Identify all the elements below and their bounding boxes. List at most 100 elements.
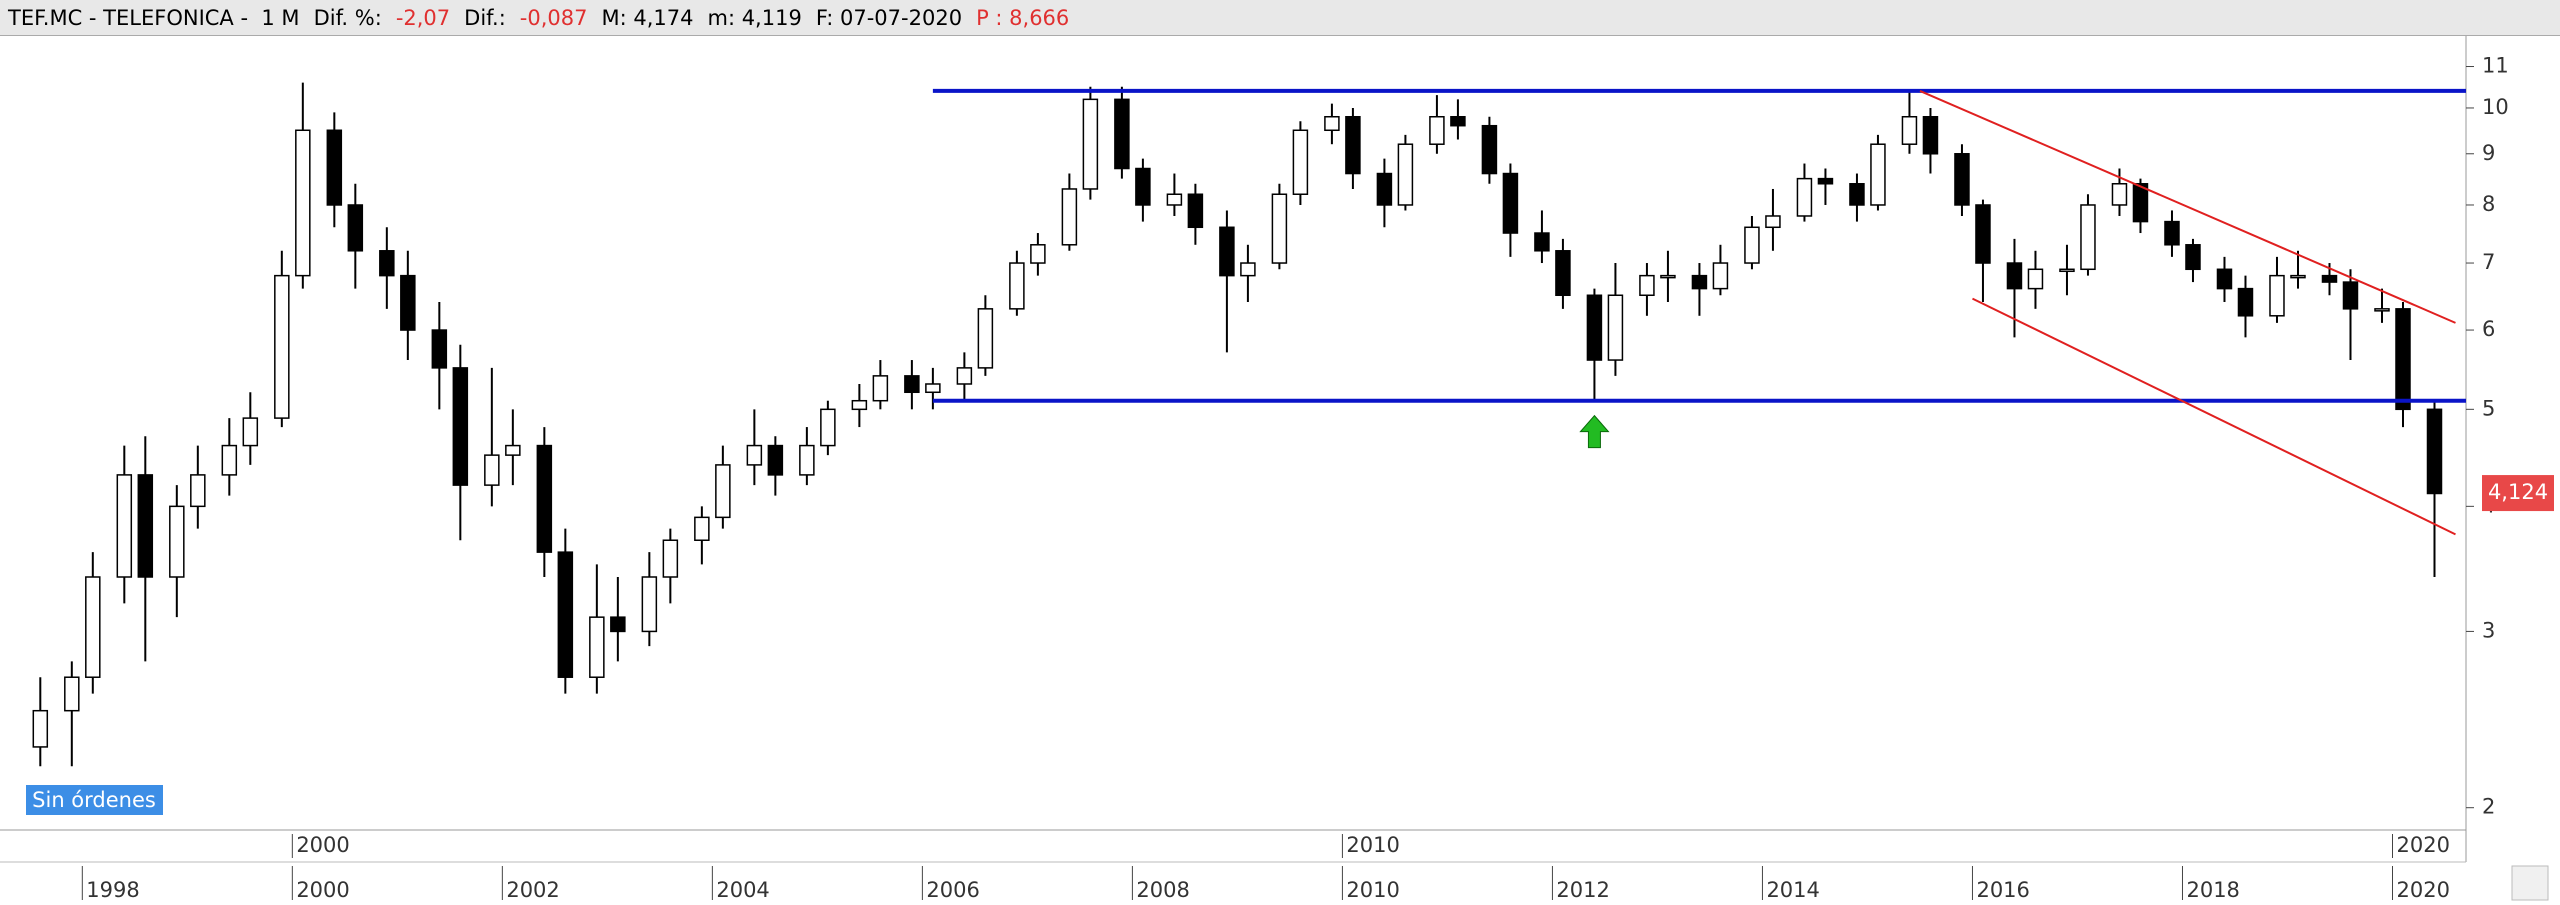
candle-body (484, 454, 500, 486)
candle-body (2374, 308, 2390, 312)
candle-body (851, 399, 868, 411)
candle-body (1376, 172, 1393, 206)
candle-body (347, 204, 364, 252)
candle-body (2111, 183, 2128, 206)
candle-body (1607, 294, 1624, 361)
candle-body (662, 539, 679, 578)
candle-body (1082, 98, 1099, 190)
header-field: TEF.MC - TELEFONICA - 1 M (8, 5, 300, 30)
candle-body (1691, 274, 1708, 290)
y-tick-label: 8 (2482, 192, 2495, 216)
candle-body (1429, 115, 1445, 145)
candle-body (1796, 177, 1813, 217)
candle-body (1502, 172, 1519, 234)
candle-body (1555, 250, 1571, 297)
header-field: -2,07 (395, 5, 451, 30)
candle-body (536, 444, 553, 553)
candle-body (1009, 262, 1025, 310)
last-price-box (2482, 475, 2554, 512)
candle-body (274, 274, 290, 419)
candle-body (137, 474, 154, 578)
candle-body (1292, 129, 1309, 195)
candle-body (1345, 115, 1361, 175)
candle-body (1240, 262, 1256, 277)
x-major-tick-label: 2020 (2396, 833, 2449, 857)
candle-body (379, 250, 395, 277)
candle-body (1271, 193, 1288, 264)
candle-body (2059, 268, 2075, 273)
candle-body (1114, 98, 1130, 170)
x-tick-label: 2002 (506, 878, 559, 902)
candle-body (85, 576, 101, 678)
candle-body (872, 375, 889, 402)
candle-body (32, 709, 49, 748)
candle-body (904, 375, 920, 394)
candle-body (2269, 274, 2285, 317)
candle-body (2237, 287, 2254, 317)
trend-line (1919, 89, 2456, 324)
candle-body (715, 464, 731, 519)
candle-body (2132, 183, 2149, 223)
candle-body (1922, 115, 1939, 155)
candle-body (799, 444, 815, 476)
candle-body (452, 367, 469, 486)
header-field: M: 4,174 (601, 5, 694, 30)
orders-badge[interactable] (26, 785, 163, 815)
candle-body (1135, 167, 1151, 206)
candle-body (2395, 308, 2411, 411)
candle-body (557, 551, 574, 678)
scroll-button[interactable] (2511, 865, 2549, 901)
x-tick-label: 1998 (86, 878, 139, 902)
y-tick-label: 7 (2482, 250, 2495, 274)
y-tick-label: 11 (2482, 54, 2509, 78)
candle-body (64, 676, 80, 712)
x-tick-label: 2000 (296, 878, 349, 902)
header-field: Dif.: (464, 5, 506, 30)
candle-body (1639, 274, 1655, 297)
candle-body (1870, 143, 1886, 206)
candle-body (1586, 294, 1603, 361)
candle-body (1397, 143, 1414, 206)
candle-body (169, 505, 185, 578)
trend-line (1972, 297, 2456, 536)
x-tick-label: 2006 (926, 878, 979, 902)
candle-body (221, 444, 238, 476)
x-tick-label: 2016 (1976, 878, 2029, 902)
candle-body (2164, 220, 2180, 246)
x-tick-label: 2018 (2186, 878, 2239, 902)
candle-body (2080, 204, 2096, 271)
candle-body (925, 383, 941, 394)
candle-body (1765, 215, 1781, 229)
x-tick-label: 2008 (1136, 878, 1189, 902)
candle-body (1744, 226, 1760, 264)
header-field: -0,087 (519, 5, 588, 30)
candle-body (2290, 274, 2306, 279)
y-tick-label: 3 (2482, 618, 2495, 642)
header-bar: TEF.MC - TELEFONICA - 1 M Dif. %: -2,07 Dif… (0, 0, 2560, 36)
y-tick-label: 10 (2482, 95, 2509, 119)
candle-body (820, 408, 836, 447)
x-tick-label: 2004 (716, 878, 769, 902)
candle-body (400, 274, 416, 331)
candle-body (190, 474, 206, 508)
candle-body (2027, 268, 2044, 290)
candle-body (505, 444, 521, 456)
header-field: F: 07-07-2020 (815, 5, 963, 30)
candle-body (326, 129, 343, 206)
y-tick-label: 9 (2482, 141, 2495, 165)
candle-body (1901, 115, 1918, 145)
x-tick-label: 2012 (1556, 878, 1609, 902)
candle-body (589, 616, 605, 678)
candle-body (1061, 188, 1078, 246)
candle-body (1975, 204, 1991, 264)
candle-body (1849, 183, 1865, 206)
candle-body (2185, 244, 2201, 271)
candle-body (1954, 153, 1970, 206)
candle-body (641, 576, 658, 633)
x-major-tick-label: 2010 (1346, 833, 1399, 857)
candle-body (431, 329, 448, 369)
candle-body (2321, 274, 2338, 283)
candle-body (1166, 193, 1183, 206)
